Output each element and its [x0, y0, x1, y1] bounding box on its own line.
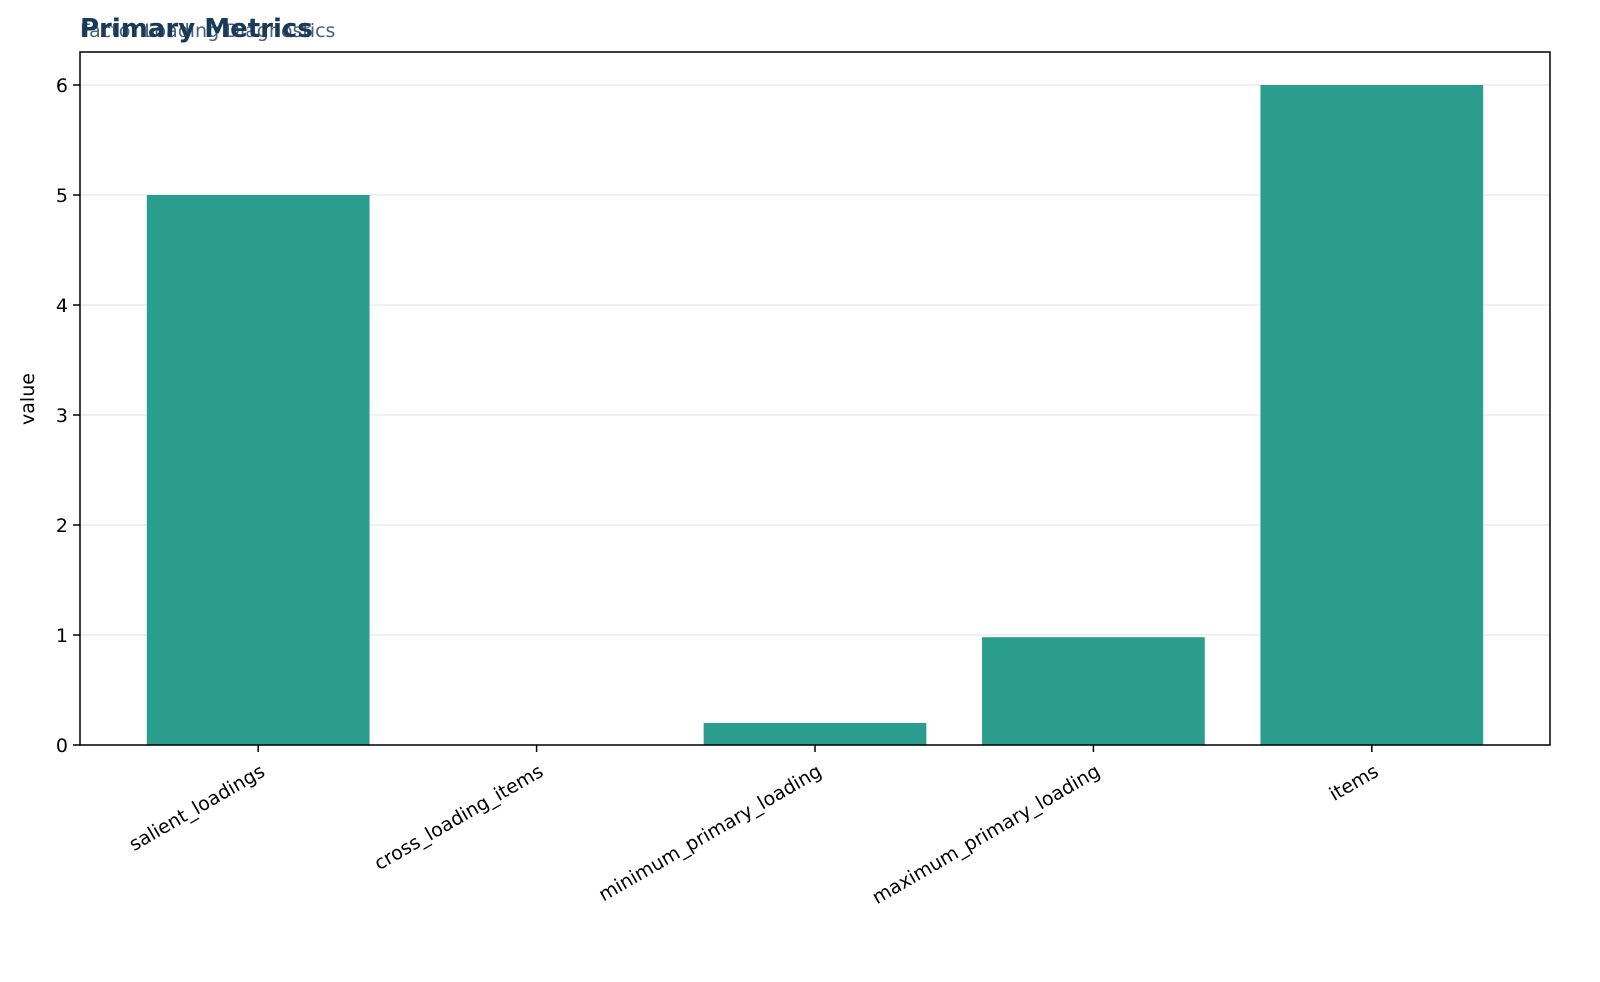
- x-tick-label: salient_loadings: [125, 760, 268, 855]
- chart-subtitle: Factor Loading Diagnostics: [80, 20, 335, 42]
- x-tick-label: cross_loading_items: [371, 760, 547, 875]
- y-tick-label: 5: [56, 185, 68, 207]
- bar: [146, 195, 370, 745]
- x-tick-label: items: [1326, 760, 1383, 805]
- x-tick-label: minimum_primary_loading: [595, 760, 826, 906]
- chart-title: Primary Metrics: [80, 14, 313, 44]
- bar: [703, 723, 927, 745]
- y-tick-label: 0: [56, 735, 68, 757]
- bar: [1260, 85, 1484, 745]
- y-tick-label: 6: [56, 75, 68, 97]
- y-tick-label: 4: [56, 295, 68, 317]
- bar: [982, 637, 1205, 745]
- y-tick-label: 2: [56, 515, 68, 537]
- y-axis-label: value: [17, 373, 39, 425]
- plot-frame: [79, 51, 1551, 746]
- x-tick-label: maximum_primary_loading: [869, 760, 1104, 909]
- y-tick-label: 1: [56, 625, 68, 647]
- y-tick-label: 3: [56, 405, 68, 427]
